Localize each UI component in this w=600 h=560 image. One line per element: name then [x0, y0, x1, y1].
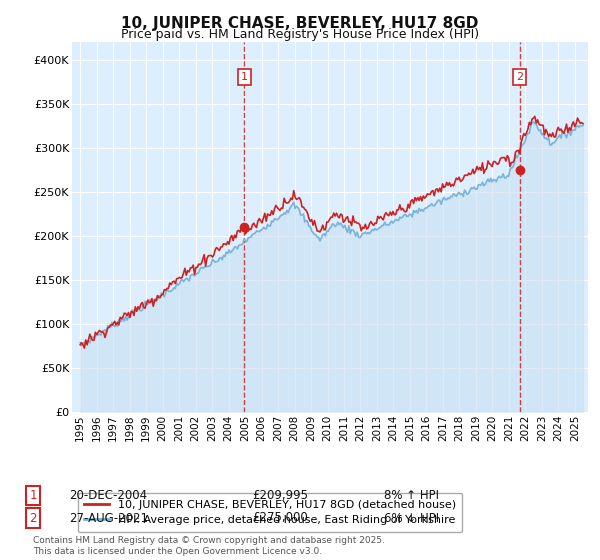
Text: 10, JUNIPER CHASE, BEVERLEY, HU17 8GD: 10, JUNIPER CHASE, BEVERLEY, HU17 8GD: [121, 16, 479, 31]
Text: 8% ↑ HPI: 8% ↑ HPI: [384, 489, 439, 502]
Text: 20-DEC-2004: 20-DEC-2004: [69, 489, 147, 502]
Text: 2: 2: [516, 72, 523, 82]
Text: 2: 2: [29, 511, 37, 525]
Text: £275,000: £275,000: [252, 511, 308, 525]
Text: 1: 1: [241, 72, 248, 82]
Text: 6% ↓ HPI: 6% ↓ HPI: [384, 511, 439, 525]
Text: Contains HM Land Registry data © Crown copyright and database right 2025.
This d: Contains HM Land Registry data © Crown c…: [33, 536, 385, 556]
Text: £209,995: £209,995: [252, 489, 308, 502]
Text: Price paid vs. HM Land Registry's House Price Index (HPI): Price paid vs. HM Land Registry's House …: [121, 28, 479, 41]
Text: 1: 1: [29, 489, 37, 502]
Legend: 10, JUNIPER CHASE, BEVERLEY, HU17 8GD (detached house), HPI: Average price, deta: 10, JUNIPER CHASE, BEVERLEY, HU17 8GD (d…: [77, 493, 463, 532]
Text: 27-AUG-2021: 27-AUG-2021: [69, 511, 148, 525]
